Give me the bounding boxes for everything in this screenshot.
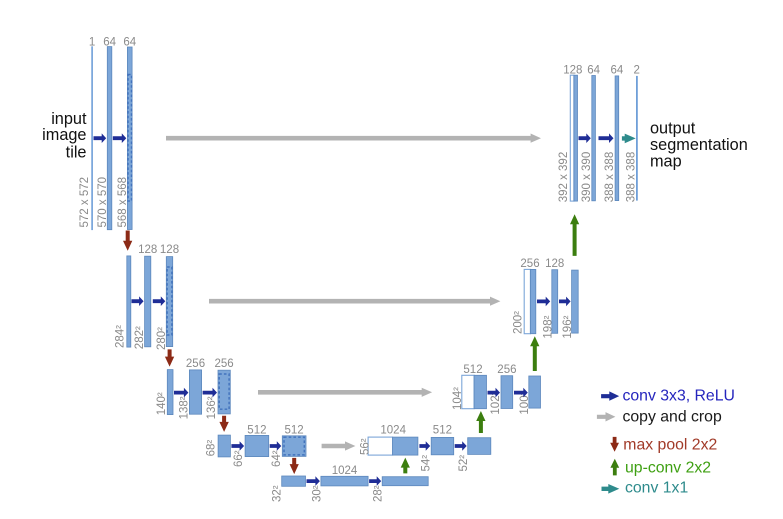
svg-text:2: 2 <box>633 65 639 77</box>
svg-text:282²: 282² <box>134 326 146 349</box>
svg-text:30²: 30² <box>312 485 324 502</box>
svg-text:392 x 392: 392 x 392 <box>558 152 570 203</box>
svg-text:138²: 138² <box>178 396 190 419</box>
svg-text:copy and crop: copy and crop <box>623 408 722 425</box>
svg-text:tile: tile <box>66 143 87 161</box>
svg-text:input: input <box>51 110 87 128</box>
svg-text:570 x 570: 570 x 570 <box>97 177 109 228</box>
svg-text:68²: 68² <box>206 440 218 457</box>
svg-text:64: 64 <box>103 36 116 48</box>
svg-text:512: 512 <box>433 424 452 436</box>
svg-text:28²: 28² <box>373 485 385 502</box>
svg-text:198²: 198² <box>543 315 555 338</box>
svg-text:568 x 568: 568 x 568 <box>117 177 129 228</box>
svg-text:output: output <box>650 120 696 138</box>
svg-text:conv 3x3, ReLU: conv 3x3, ReLU <box>623 388 735 405</box>
svg-text:572 x 572: 572 x 572 <box>79 177 91 228</box>
svg-text:512: 512 <box>285 424 304 436</box>
svg-text:284²: 284² <box>114 325 126 348</box>
svg-text:256: 256 <box>520 258 539 270</box>
svg-text:280²: 280² <box>156 327 168 350</box>
svg-text:conv 1x1: conv 1x1 <box>625 480 688 497</box>
svg-text:100²: 100² <box>519 391 531 414</box>
svg-text:256: 256 <box>215 358 234 370</box>
svg-text:56²: 56² <box>359 438 371 455</box>
svg-text:104²: 104² <box>452 387 464 410</box>
svg-text:102²: 102² <box>490 391 502 414</box>
svg-text:128: 128 <box>563 65 582 77</box>
svg-text:52²: 52² <box>458 455 470 472</box>
svg-text:390 x 390: 390 x 390 <box>581 152 593 203</box>
svg-text:512: 512 <box>463 364 482 376</box>
svg-text:1024: 1024 <box>380 424 406 436</box>
svg-text:1: 1 <box>89 36 95 48</box>
svg-text:140²: 140² <box>156 392 168 415</box>
svg-text:200²: 200² <box>513 311 525 334</box>
svg-text:388 x 388: 388 x 388 <box>604 152 616 203</box>
svg-text:256: 256 <box>186 358 205 370</box>
svg-text:256: 256 <box>497 364 516 376</box>
svg-text:388 x 388: 388 x 388 <box>626 152 638 203</box>
svg-text:196²: 196² <box>562 315 574 338</box>
svg-text:1024: 1024 <box>332 465 358 477</box>
svg-text:128: 128 <box>545 258 564 270</box>
svg-text:64: 64 <box>611 65 624 77</box>
svg-text:map: map <box>650 152 682 170</box>
svg-text:64: 64 <box>123 36 136 48</box>
svg-text:128: 128 <box>138 244 157 256</box>
svg-text:128: 128 <box>160 244 179 256</box>
svg-text:54²: 54² <box>421 455 433 472</box>
svg-text:512: 512 <box>247 424 266 436</box>
svg-text:32²: 32² <box>271 485 283 502</box>
svg-text:max pool 2x2: max pool 2x2 <box>623 436 717 453</box>
svg-text:segmentation: segmentation <box>650 136 748 154</box>
svg-text:image: image <box>42 126 86 144</box>
svg-text:66²: 66² <box>233 450 245 467</box>
svg-text:up-conv 2x2: up-conv 2x2 <box>625 460 711 477</box>
svg-text:64: 64 <box>587 65 600 77</box>
svg-text:64²: 64² <box>271 450 283 467</box>
svg-text:136²: 136² <box>206 396 218 419</box>
